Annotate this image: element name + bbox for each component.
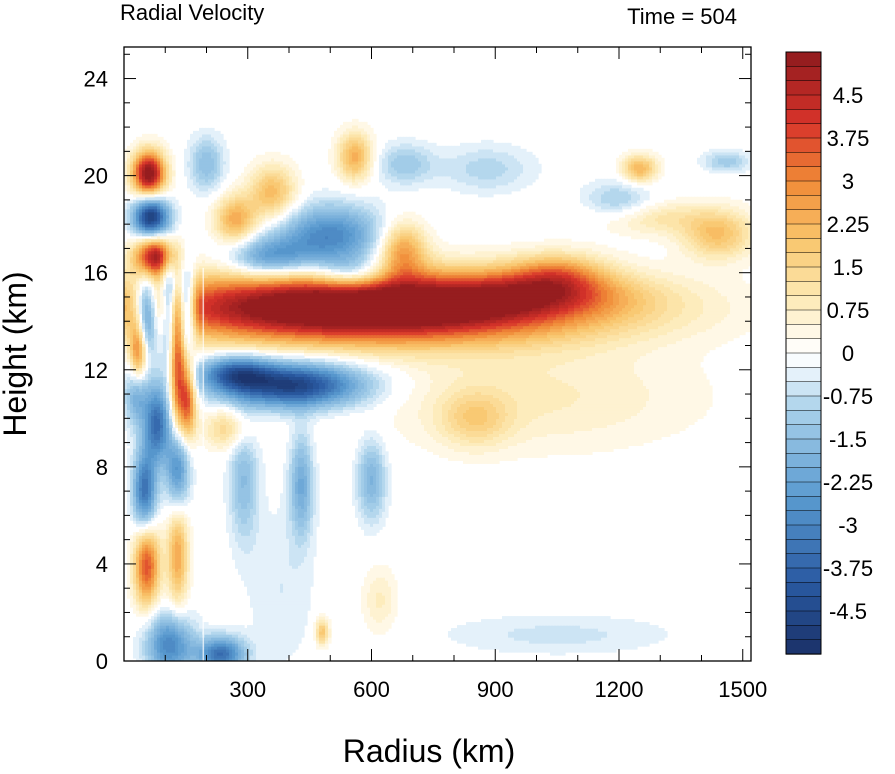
- heatmap-cell: [181, 511, 185, 515]
- heatmap-cell: [166, 607, 170, 611]
- heatmap-cell: [241, 625, 245, 629]
- heatmap-cell: [193, 610, 197, 614]
- heatmap-cell: [646, 622, 650, 626]
- heatmap-cell: [172, 610, 176, 614]
- heatmap-cell: [655, 625, 659, 629]
- heatmap-cell: [631, 619, 635, 623]
- heatmap-cell: [385, 565, 389, 569]
- heatmap-cell: [322, 613, 326, 617]
- heatmap-cell: [607, 616, 611, 620]
- heatmap-cell: [205, 622, 209, 626]
- heatmap-cell: [661, 628, 665, 632]
